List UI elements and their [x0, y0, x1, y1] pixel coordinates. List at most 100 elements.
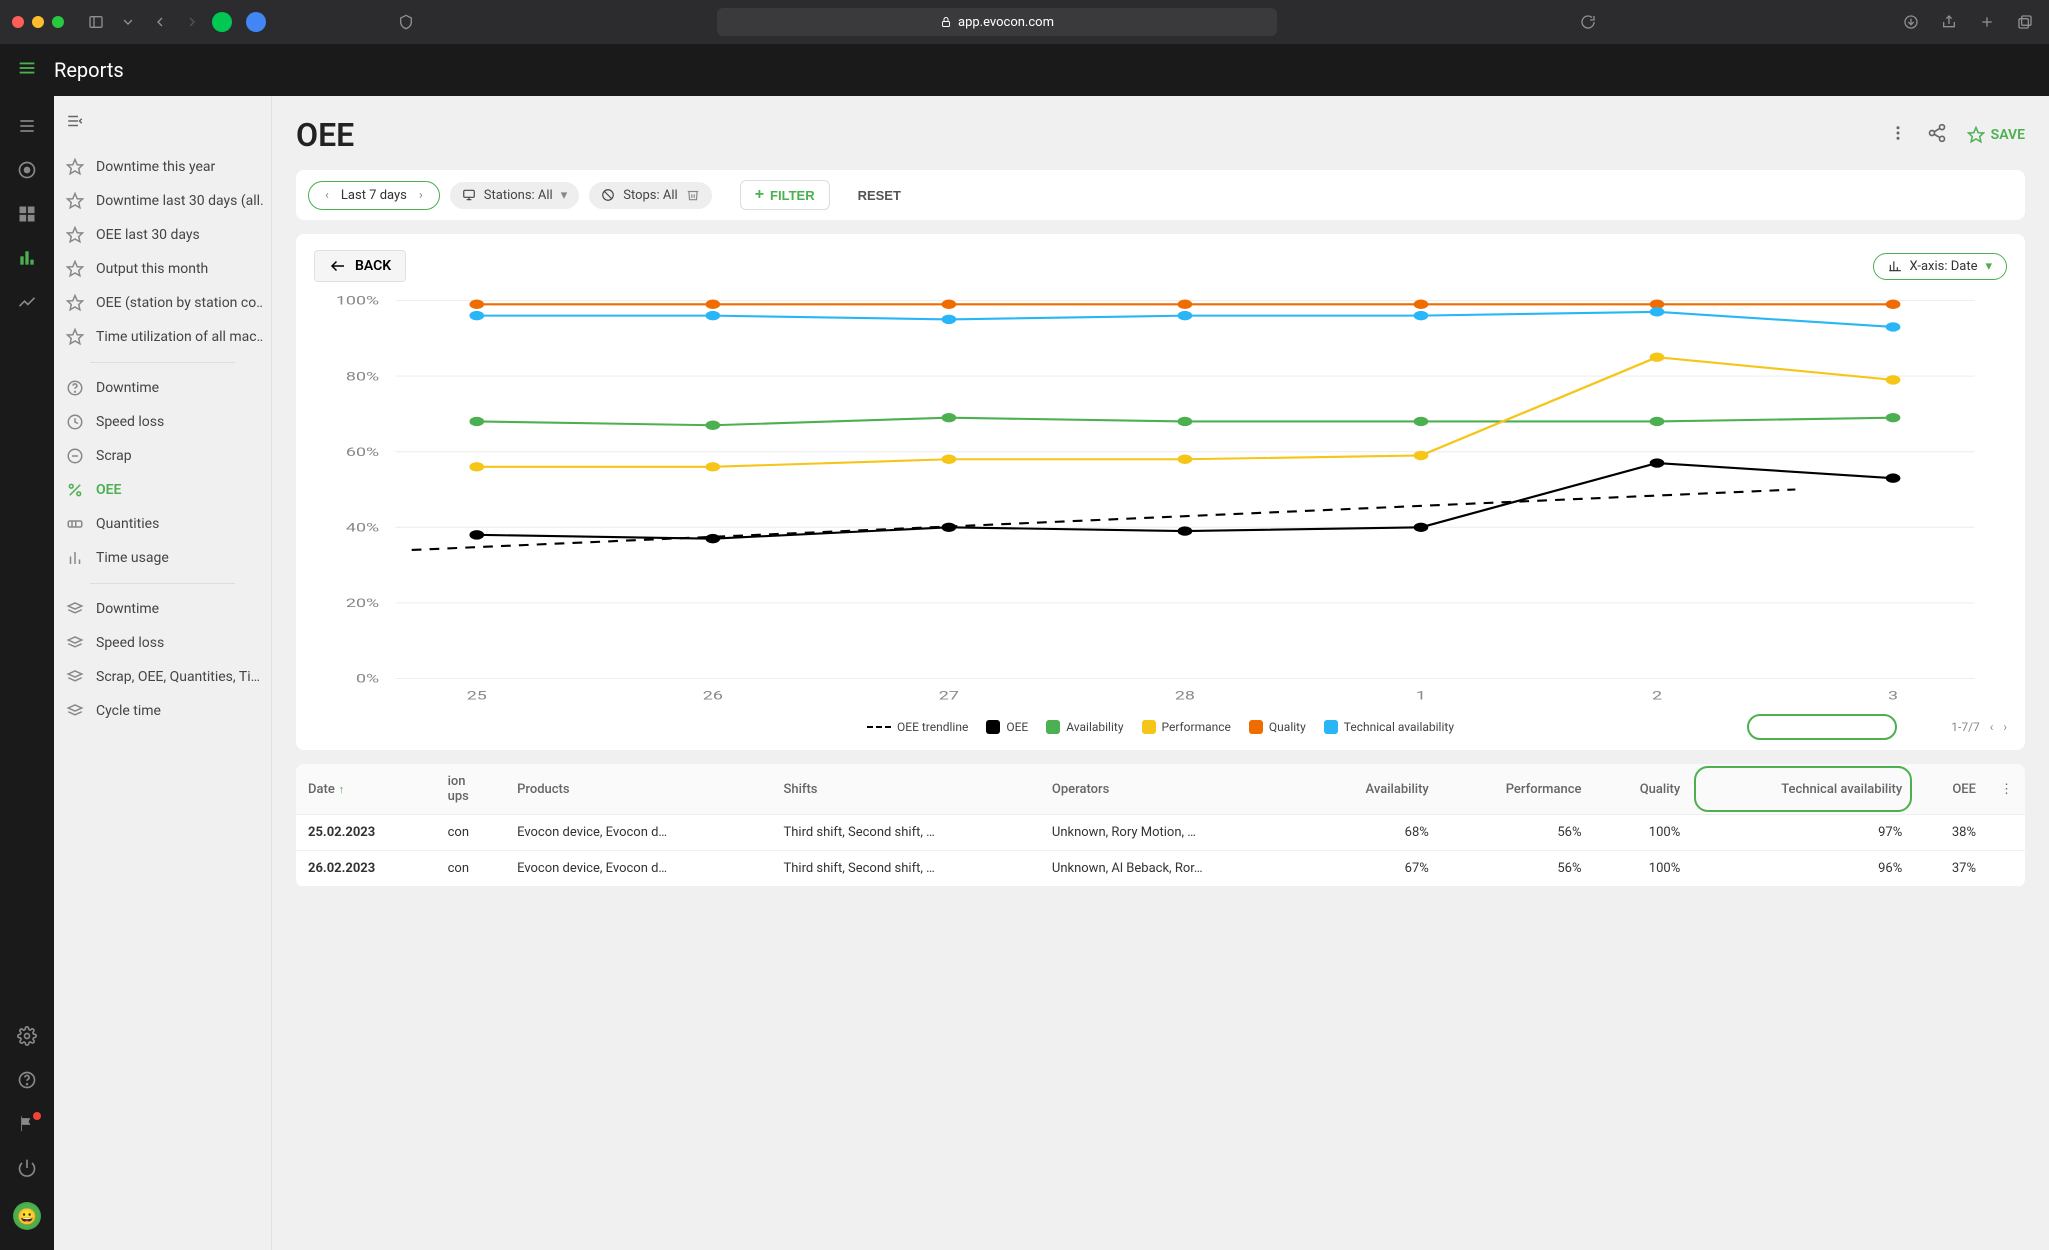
chart-pager: 1-7/7 ‹ ›	[1951, 720, 2007, 734]
more-icon[interactable]	[1889, 124, 1907, 146]
sidebar-metric-scrap[interactable]: Scrap	[62, 439, 263, 473]
trash-icon[interactable]	[686, 188, 700, 202]
table-row[interactable]: 26.02.2023conEvocon device, Evocon d…Thi…	[296, 851, 2025, 887]
sidebar-metric-oee[interactable]: OEE	[62, 473, 263, 507]
th-oee[interactable]: OEE	[1914, 764, 1988, 815]
rail-reports-icon[interactable]	[17, 248, 37, 268]
legend-item-quality[interactable]: Quality	[1249, 720, 1306, 734]
main-content: OEE SAVE ‹ Last 7 days › Stations: All ▾	[272, 96, 2049, 1250]
app-section-title: Reports	[54, 58, 124, 82]
legend-item-oee[interactable]: OEE	[986, 720, 1028, 734]
td-tech_avail: 97%	[1692, 815, 1914, 851]
rail-settings-icon[interactable]	[17, 1026, 37, 1046]
nav-forward-icon[interactable]	[180, 10, 204, 34]
extension-icon[interactable]	[246, 12, 266, 32]
sidebar-queue-1[interactable]: Speed loss	[62, 626, 263, 660]
legend-label: OEE trendline	[897, 720, 968, 734]
legend-item-technical_availability[interactable]: Technical availability	[1324, 720, 1454, 734]
maximize-window[interactable]	[52, 16, 64, 28]
sidebar-toggle-icon[interactable]	[84, 10, 108, 34]
swatch-icon	[1046, 720, 1060, 734]
sidebar-fav-5[interactable]: Time utilization of all mac…	[62, 320, 263, 354]
rail-list-icon[interactable]	[17, 116, 37, 136]
sidebar-metric-downtime[interactable]: Downtime	[62, 371, 263, 405]
range-next-icon[interactable]: ›	[415, 188, 427, 203]
chevron-down-icon[interactable]	[116, 10, 140, 34]
filter-button[interactable]: + FILTER	[740, 180, 830, 210]
th-quality[interactable]: Quality	[1593, 764, 1692, 815]
reset-button[interactable]: RESET	[858, 188, 901, 203]
save-button[interactable]: SAVE	[1967, 126, 2025, 144]
new-tab-icon[interactable]	[1975, 10, 1999, 34]
sidebar-divider	[90, 362, 235, 363]
range-prev-icon[interactable]: ‹	[321, 188, 333, 203]
share-icon[interactable]	[1927, 123, 1947, 147]
sidebar-queue-2[interactable]: Scrap, OEE, Quantities, Ti…	[62, 660, 263, 694]
menu-icon[interactable]	[16, 57, 38, 83]
sidebar-collapse-icon[interactable]	[62, 112, 263, 134]
rail-help-icon[interactable]	[17, 1070, 37, 1090]
th-products[interactable]: Products	[505, 764, 771, 815]
th-tech_avail[interactable]: Technical availability	[1692, 764, 1914, 815]
sidebar-metric-time usage[interactable]: Time usage	[62, 541, 263, 575]
stations-label: Stations: All	[484, 188, 553, 203]
rail-dashboard-icon[interactable]	[17, 204, 37, 224]
sidebar-fav-1[interactable]: Downtime last 30 days (all…	[62, 184, 263, 218]
sidebar-item-label: Downtime last 30 days (all…	[96, 193, 263, 209]
sidebar-metric-speed loss[interactable]: Speed loss	[62, 405, 263, 439]
th-shifts[interactable]: Shifts	[771, 764, 1039, 815]
extension-grammarly-icon[interactable]	[212, 12, 232, 32]
close-window[interactable]	[12, 16, 24, 28]
share-icon[interactable]	[1937, 10, 1961, 34]
rail-record-icon[interactable]	[17, 160, 37, 180]
th-con[interactable]: ionups	[436, 764, 505, 815]
sidebar-fav-2[interactable]: OEE last 30 days	[62, 218, 263, 252]
tabs-icon[interactable]	[2013, 10, 2037, 34]
nav-back-icon[interactable]	[148, 10, 172, 34]
svg-text:20%: 20%	[346, 596, 379, 610]
shield-icon[interactable]	[394, 10, 418, 34]
reports-sidebar: Downtime this year Downtime last 30 days…	[54, 96, 272, 1250]
rail-power-icon[interactable]	[17, 1158, 37, 1178]
th-date[interactable]: Date↑	[296, 764, 436, 815]
sidebar-metric-quantities[interactable]: Quantities	[62, 507, 263, 541]
th-operators[interactable]: Operators	[1040, 764, 1307, 815]
legend-item-performance[interactable]: Performance	[1142, 720, 1231, 734]
rail-avatar[interactable]: 😀	[13, 1202, 41, 1230]
date-range-pill[interactable]: ‹ Last 7 days ›	[308, 181, 440, 210]
bar-chart-icon	[66, 549, 84, 567]
td-date: 26.02.2023	[296, 851, 436, 887]
table-header-row: Date↑ionupsProductsShiftsOperatorsAvaila…	[296, 764, 2025, 815]
minimize-window[interactable]	[32, 16, 44, 28]
stops-pill[interactable]: Stops: All	[589, 182, 711, 209]
sidebar-fav-0[interactable]: Downtime this year	[62, 150, 263, 184]
legend-item-oee_trendline[interactable]: OEE trendline	[867, 720, 968, 734]
annotation-circle-th	[1694, 766, 1912, 812]
reload-icon[interactable]	[1576, 10, 1600, 34]
sidebar-fav-3[interactable]: Output this month	[62, 252, 263, 286]
td-operators: Unknown, Al Beback, Ror…	[1040, 851, 1307, 887]
xaxis-selector[interactable]: X-axis: Date ▾	[1873, 253, 2008, 280]
pager-next-icon[interactable]: ›	[2003, 720, 2007, 734]
stations-pill[interactable]: Stations: All ▾	[450, 182, 579, 209]
table-row[interactable]: 25.02.2023conEvocon device, Evocon d…Thi…	[296, 815, 2025, 851]
sidebar-queue-0[interactable]: Downtime	[62, 592, 263, 626]
legend-item-availability[interactable]: Availability	[1046, 720, 1123, 734]
rail-notifications-icon[interactable]	[17, 1114, 37, 1134]
th-availability[interactable]: Availability	[1307, 764, 1441, 815]
back-button[interactable]: BACK	[314, 250, 406, 282]
svg-text:3: 3	[1888, 689, 1898, 703]
sidebar-queue-3[interactable]: Cycle time	[62, 694, 263, 728]
url-bar[interactable]: app.evocon.com	[717, 8, 1277, 36]
svg-text:1: 1	[1416, 689, 1426, 703]
th-performance[interactable]: Performance	[1441, 764, 1594, 815]
sidebar-item-label: Scrap, OEE, Quantities, Ti…	[96, 669, 260, 685]
table-more-icon[interactable]: ⋮	[1988, 764, 2025, 815]
download-icon[interactable]	[1899, 10, 1923, 34]
minus-circle-icon	[66, 447, 84, 465]
pager-prev-icon[interactable]: ‹	[1990, 720, 1994, 734]
sidebar-fav-4[interactable]: OEE (station by station co…	[62, 286, 263, 320]
td-quality: 100%	[1593, 851, 1692, 887]
rail-trend-icon[interactable]	[17, 292, 37, 312]
stop-icon	[601, 188, 615, 202]
